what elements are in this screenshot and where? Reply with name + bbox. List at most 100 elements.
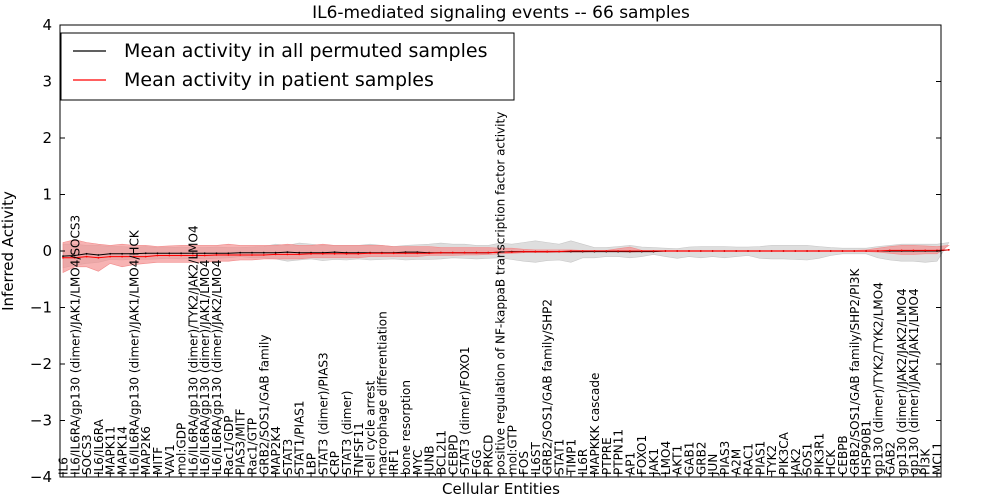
data-point-permuted: [251, 251, 253, 254]
data-point-patient: [723, 250, 726, 252]
x-tick-label: PIK3R1: [812, 433, 826, 475]
x-tick-label: MAP2K6: [139, 426, 153, 475]
data-point-patient: [510, 251, 513, 254]
data-point-permuted: [180, 252, 183, 255]
x-tick-label: AP1: [623, 452, 637, 475]
x-tick-label: A2M: [730, 449, 744, 475]
x-tick-label: STAT1: [553, 439, 567, 475]
x-tick-label: FOS: [517, 451, 531, 475]
data-point-patient: [381, 252, 383, 255]
data-point-patient: [416, 252, 419, 255]
data-point-patient: [735, 250, 738, 252]
data-point-patient: [522, 250, 525, 253]
x-tick-label: SOCS3: [80, 434, 94, 475]
x-tick-label: mol:GDP: [175, 423, 189, 475]
data-point-patient: [794, 250, 797, 252]
y-tick-label: 1: [42, 186, 52, 204]
data-point-patient: [121, 255, 123, 258]
x-tick-label: STAT1/PIAS1: [293, 400, 307, 475]
x-tick-label: FOXO1: [635, 435, 649, 475]
data-point-patient: [463, 251, 466, 254]
data-point-patient: [451, 251, 454, 254]
data-point-patient: [676, 250, 679, 252]
y-axis-ticks: −4 −3 −2 −1 0 1 2 3 4: [30, 16, 941, 486]
legend-label: Mean activity in all permuted samples: [124, 40, 487, 62]
x-tick-label: RAC1: [742, 443, 756, 475]
data-point-permuted: [62, 255, 64, 257]
x-tick-label: PTPRE: [600, 437, 614, 475]
data-point-patient: [605, 250, 608, 252]
x-tick-label: FGG: [470, 450, 484, 476]
x-tick-label: IL6ST: [529, 442, 543, 475]
data-point-patient: [499, 251, 501, 254]
data-point-patient: [758, 250, 761, 252]
data-point-patient: [841, 250, 844, 252]
data-point-patient: [664, 250, 667, 252]
data-point-patient: [85, 255, 88, 258]
x-tick-label: MAP2K4: [269, 426, 283, 475]
data-point-permuted: [239, 251, 242, 254]
data-point-patient: [652, 250, 655, 252]
x-tick-label: LMO4: [659, 441, 673, 475]
data-point-patient: [274, 253, 277, 256]
x-tick-label: BCL2L1: [434, 430, 448, 475]
data-point-patient: [581, 250, 584, 252]
x-tick-label: HCK: [824, 449, 838, 475]
data-point-patient: [853, 250, 856, 252]
y-tick-label: 3: [42, 73, 52, 91]
x-tick-label: GAB1: [683, 442, 697, 475]
y-tick-label: 4: [42, 16, 52, 34]
x-tick-label: bone resorption: [399, 380, 413, 475]
x-tick-label: CEBPB: [836, 435, 850, 475]
x-tick-label: GRB2/SOS1/GAB family/SHP2/PI3K: [848, 267, 862, 475]
x-tick-label: JAK2: [789, 448, 803, 476]
x-tick-label: TNFSF11: [352, 422, 366, 476]
y-tick-label: 2: [42, 129, 52, 147]
data-point-patient: [192, 254, 194, 257]
data-point-patient: [818, 250, 820, 252]
x-tick-label: GRB2: [694, 441, 708, 475]
legend-box: [60, 32, 515, 101]
data-point-patient: [865, 250, 867, 252]
x-tick-label: GRB2/SOS1/GAB family/SHP2: [541, 299, 555, 475]
data-point-patient: [321, 252, 324, 255]
data-point-patient: [440, 251, 442, 254]
data-point-permuted: [121, 252, 123, 255]
chart-title: IL6-mediated signaling events -- 66 samp…: [312, 3, 690, 23]
data-point-permuted: [298, 251, 301, 254]
x-tick-label: LBP: [305, 453, 319, 475]
data-point-patient: [392, 252, 395, 255]
x-tick-label: MAPKKK cascade: [588, 373, 602, 475]
data-point-patient: [924, 249, 927, 252]
data-point-permuted: [203, 252, 206, 255]
x-tick-label: STAT3 (dimer)/PIAS3: [316, 352, 330, 475]
data-point-permuted: [333, 251, 336, 254]
x-tick-label: PRKCD: [482, 435, 496, 475]
x-tick-label: SOS1: [801, 443, 815, 475]
data-point-permuted: [227, 252, 230, 255]
data-point-patient: [534, 250, 537, 253]
legend-label: Mean activity in patient samples: [124, 69, 434, 91]
x-axis-label: Cellular Entities: [442, 480, 560, 498]
band-patient: [62, 239, 950, 273]
data-point-patient: [912, 249, 915, 252]
x-tick-label: IL6/IL6RA/gp130 (dimer)/JAK1/LMO4: [198, 260, 212, 475]
data-point-permuted: [156, 252, 159, 255]
data-point-patient: [345, 252, 348, 255]
x-tick-label: AKT1: [671, 445, 685, 475]
x-tick-label: STAT3 (dimer)/FOXO1: [458, 346, 472, 475]
x-tick-label: PIAS3: [718, 441, 732, 475]
data-point-patient: [888, 249, 891, 252]
data-point-permuted: [286, 251, 289, 254]
data-point-patient: [97, 256, 100, 259]
data-point-permuted: [215, 252, 218, 255]
x-tick-label: MAPK14: [116, 426, 130, 475]
series-lines: [62, 249, 950, 259]
data-point-patient: [806, 250, 808, 252]
data-point-patient: [640, 250, 643, 252]
x-tick-label: Rac1/GDP: [222, 416, 236, 475]
x-tick-label: PIAS1: [753, 441, 767, 475]
x-tick-label: CEBPD: [446, 434, 460, 475]
